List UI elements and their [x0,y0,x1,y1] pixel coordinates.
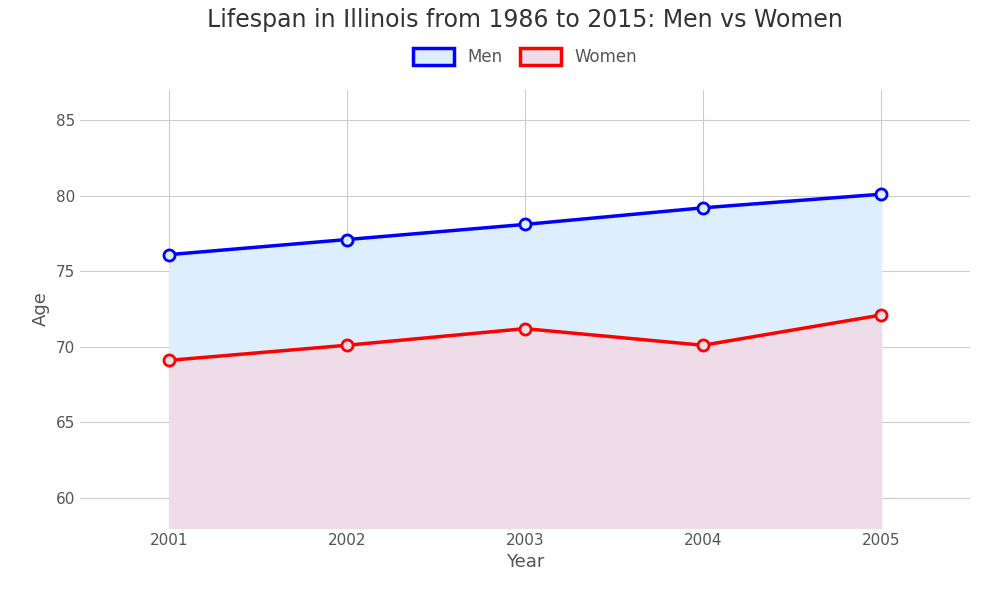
Title: Lifespan in Illinois from 1986 to 2015: Men vs Women: Lifespan in Illinois from 1986 to 2015: … [207,8,843,32]
Legend: Men, Women: Men, Women [406,41,644,73]
X-axis label: Year: Year [506,553,544,571]
Y-axis label: Age: Age [32,292,50,326]
